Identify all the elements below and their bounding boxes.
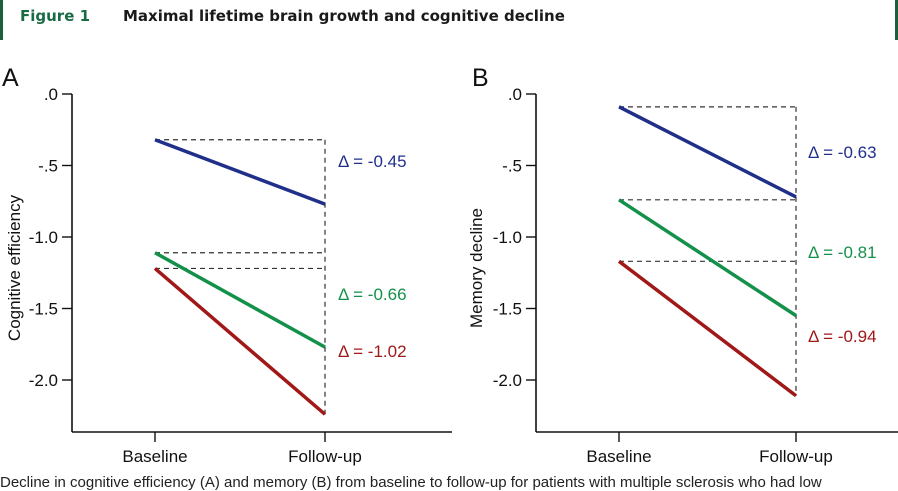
panel-a-y-tick-label: -1.0 <box>29 228 58 247</box>
panel-b-series-line-blue <box>618 105 797 199</box>
panel-b-delta-label-blue: Δ = -0.63 <box>808 143 877 162</box>
panel-a-series-line-blue <box>154 138 326 206</box>
panel-a-letter: A <box>2 64 19 92</box>
panel-b-y-tick-label: -.5 <box>502 157 522 176</box>
panel-b-delta-label-red: Δ = -0.94 <box>808 327 877 346</box>
header-accent-right <box>895 0 898 40</box>
panel-a-y-tick-label: -1.5 <box>29 300 58 319</box>
panel-b-x-tick-label: Follow-up <box>759 447 833 466</box>
panel-a-y-tick-label: .0 <box>44 85 58 104</box>
panel-b-letter: B <box>472 64 489 92</box>
panel-a-x-tick-label: Follow-up <box>288 447 362 466</box>
panel-a-delta-label-blue: Δ = -0.45 <box>338 152 407 171</box>
panel-b-x-tick-label: Baseline <box>586 447 651 466</box>
panel-a-y-tick-label: -.5 <box>38 157 58 176</box>
panel-b-series-line-green <box>618 198 797 318</box>
panel-a-series-line-green <box>154 251 326 349</box>
panel-b-y-axis-label: Memory decline <box>467 208 486 328</box>
panel-b-series-line-red <box>617 259 798 398</box>
figure-label: Figure 1 <box>20 7 91 25</box>
panel-a-delta-label-red: Δ = -1.02 <box>338 342 407 361</box>
figure-title: Maximal lifetime brain growth and cognit… <box>123 7 565 25</box>
panel-a-y-tick-label: -2.0 <box>29 371 58 390</box>
panel-b-y-tick-label: .0 <box>508 85 522 104</box>
panel-a-y-axis-label: Cognitive efficiency <box>5 194 24 341</box>
figure-header: Figure 1 Maximal lifetime brain growth a… <box>0 0 898 40</box>
panel-b-y-tick-label: -1.5 <box>493 300 522 319</box>
panel-b-y-tick-label: -2.0 <box>493 371 522 390</box>
figure-caption: Decline in cognitive efficiency (A) and … <box>0 474 822 491</box>
panel-a-delta-label-green: Δ = -0.66 <box>338 285 407 304</box>
panel-b-delta-label-green: Δ = -0.81 <box>808 243 877 262</box>
panel-b-y-tick-label: -1.0 <box>493 228 522 247</box>
header-accent-left <box>0 0 3 40</box>
panel-a-x-tick-label: Baseline <box>122 447 187 466</box>
panel-a-series-line-red <box>153 267 327 416</box>
